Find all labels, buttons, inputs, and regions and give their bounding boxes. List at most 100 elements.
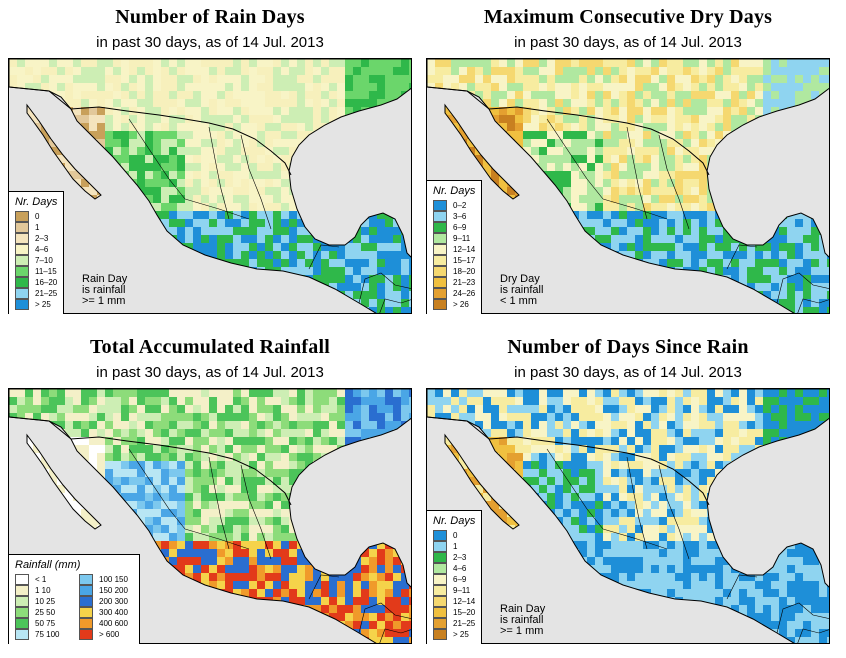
legend-label: > 26 [453, 300, 469, 309]
legend-entry: 4–6 [433, 563, 475, 574]
panel-total-rainfall: Total Accumulated Rainfall in past 30 da… [0, 330, 420, 655]
legend-label: 150 200 [99, 586, 128, 595]
coastline [9, 59, 411, 313]
legend-entry: 15–17 [433, 255, 475, 266]
legend-label: 0 [35, 212, 40, 221]
legend-label: > 25 [35, 300, 51, 309]
legend-label: 6–9 [453, 223, 467, 232]
legend-label: 24–26 [453, 289, 476, 298]
legend-label: 12–14 [453, 597, 476, 606]
map-days-since-rain [426, 388, 830, 644]
state-border [208, 456, 230, 550]
note-line: is rainfall [82, 284, 126, 296]
legend-entry: 1 [433, 541, 475, 552]
state-border [602, 198, 668, 220]
legend-entry: 16–20 [15, 277, 57, 288]
country-border [9, 86, 292, 176]
legend-swatch [433, 277, 447, 288]
legend-swatch [79, 618, 93, 629]
legend-swatch [79, 596, 93, 607]
map-dry-days [426, 58, 830, 314]
legend-label: 12–14 [453, 245, 476, 254]
state-border [797, 298, 829, 313]
legend-entry: 18–20 [433, 266, 475, 277]
legend-label: 18–20 [453, 267, 476, 276]
state-border [358, 272, 411, 304]
legend-swatch [433, 552, 447, 563]
legend-swatch [15, 585, 29, 596]
coastline [427, 389, 829, 643]
state-border [379, 298, 411, 313]
legend-swatch [433, 596, 447, 607]
legend-label: 15–17 [453, 256, 476, 265]
legend-entry: 0–2 [433, 200, 475, 211]
legend-entry: 1 [15, 222, 57, 233]
legend-label: 0–2 [453, 201, 467, 210]
note-line: Rain Day [500, 603, 546, 615]
legend-entry: 300 400 [79, 607, 133, 618]
map-svg [427, 389, 829, 643]
legend-swatch [15, 277, 29, 288]
legend-entry: 75 100 [15, 629, 69, 640]
legend-swatch [433, 607, 447, 618]
legend-label: 10 25 [35, 597, 56, 606]
note-line: >= 1 mm [82, 295, 126, 307]
legend-entry: 24–26 [433, 288, 475, 299]
legend-label: 200 300 [99, 597, 128, 606]
legend-entry: 21–25 [433, 618, 475, 629]
map-svg [9, 59, 411, 313]
legend-title: Rainfall (mm) [15, 559, 81, 571]
legend-swatch [433, 541, 447, 552]
legend-note: Rain Day is rainfall >= 1 mm [82, 274, 127, 307]
legend-note: Dry Day is rainfall < 1 mm [500, 274, 543, 307]
legend-swatch [79, 574, 93, 585]
legend-entry: 21–25 [15, 288, 57, 299]
state-border [546, 448, 604, 530]
legend-swatch [433, 233, 447, 244]
legend-label: 300 400 [99, 608, 128, 617]
coastline [427, 59, 829, 313]
legend-label: 4–6 [35, 245, 49, 254]
state-border [776, 602, 829, 634]
state-border [240, 464, 272, 560]
legend-entry: 150 200 [79, 585, 133, 596]
coastline [26, 433, 102, 530]
legend-swatch [433, 574, 447, 585]
panel-days-since-rain: Number of Days Since Rain in past 30 day… [418, 330, 838, 655]
legend-label: 1 [453, 542, 458, 551]
legend-entry: 100 150 [79, 574, 133, 585]
state-border [797, 628, 829, 643]
legend-label: > 600 [99, 630, 120, 639]
note-line: >= 1 mm [500, 625, 544, 637]
legend-swatch [15, 288, 29, 299]
legend-label: 400 600 [99, 619, 128, 628]
legend-label: 9–11 [453, 586, 471, 595]
panel-title: Number of Days Since Rain [507, 336, 749, 358]
panel-subtitle: in past 30 days, as of 14 Jul. 2013 [96, 34, 324, 51]
note-line: is rainfall [500, 614, 544, 626]
map-svg [427, 59, 829, 313]
legend-title: Nr. Days [433, 185, 476, 197]
legend-label: 1 [35, 223, 40, 232]
legend-swatch [15, 607, 29, 618]
state-border [726, 574, 758, 600]
legend-entry: 21–23 [433, 277, 475, 288]
legend-columns: < 1 1 10 10 25 25 50 50 75 75 100 100 150 150 … [15, 574, 133, 640]
country-border [427, 86, 710, 176]
legend-swatch [433, 618, 447, 629]
legend-entry: 0 [433, 530, 475, 541]
legend-entry: 9–11 [433, 585, 475, 596]
panel-title: Total Accumulated Rainfall [89, 336, 331, 358]
legend-label: 15–20 [453, 608, 476, 617]
coastline [9, 389, 411, 643]
legend-entry: > 600 [79, 629, 133, 640]
panel-rain-days: Number of Rain Days in past 30 days, as … [0, 0, 420, 325]
state-border [379, 628, 411, 643]
legend-swatch [15, 211, 29, 222]
state-border [184, 528, 250, 550]
legend-label: 4–6 [453, 564, 467, 573]
legend-entry: 0 [15, 211, 57, 222]
state-border [358, 602, 411, 634]
legend-items: 0 1 2–3 4–6 6–9 9–11 12–14 15–20 21–25 > 25 [433, 530, 475, 640]
legend-title: Nr. Days [15, 196, 58, 208]
